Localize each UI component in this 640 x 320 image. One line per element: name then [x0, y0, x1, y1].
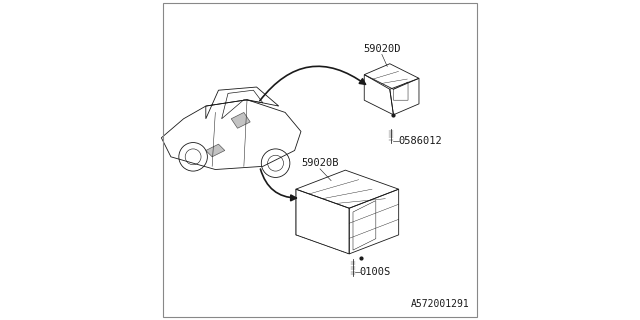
Polygon shape: [231, 112, 250, 128]
Text: A572001291: A572001291: [410, 299, 469, 309]
Polygon shape: [206, 144, 225, 157]
Text: 59020D: 59020D: [363, 44, 401, 54]
Text: 0100S: 0100S: [360, 267, 391, 277]
Text: 59020B: 59020B: [301, 158, 339, 168]
Text: 0586012: 0586012: [399, 136, 442, 146]
